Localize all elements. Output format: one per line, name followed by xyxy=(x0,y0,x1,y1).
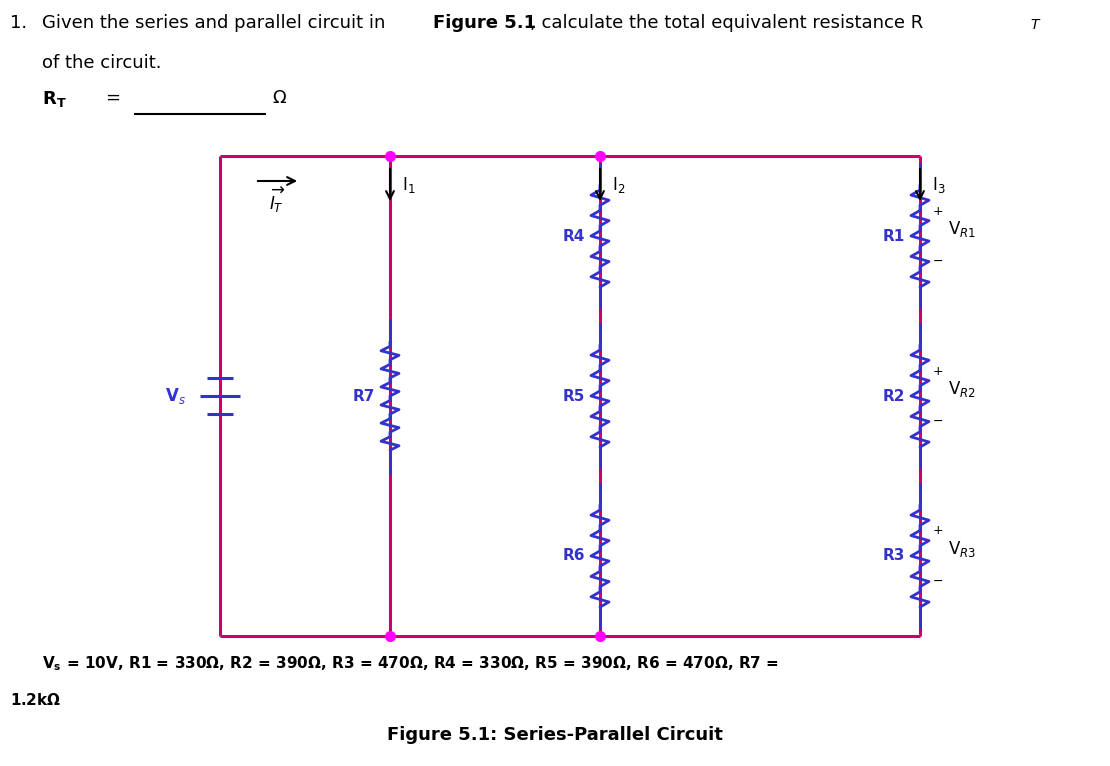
Text: V$_{R2}$: V$_{R2}$ xyxy=(948,379,976,399)
Text: R4: R4 xyxy=(563,228,585,244)
Text: R6: R6 xyxy=(563,548,585,564)
Text: +: + xyxy=(934,365,944,378)
Text: $\overrightarrow{I_{T}}$: $\overrightarrow{I_{T}}$ xyxy=(270,186,285,215)
Text: I$_{1}$: I$_{1}$ xyxy=(402,175,415,195)
Text: +: + xyxy=(934,525,944,538)
Text: Given the series and parallel circuit in: Given the series and parallel circuit in xyxy=(42,14,391,32)
Text: $\Omega$: $\Omega$ xyxy=(272,89,287,107)
Text: T: T xyxy=(1030,18,1039,32)
Text: =: = xyxy=(105,89,120,107)
Text: R3: R3 xyxy=(882,548,905,564)
Text: −: − xyxy=(934,574,944,588)
Text: 1.2k$\mathbf{\Omega}$: 1.2k$\mathbf{\Omega}$ xyxy=(10,692,61,708)
Text: 1.: 1. xyxy=(10,14,27,32)
Text: , calculate the total equivalent resistance R: , calculate the total equivalent resista… xyxy=(529,14,924,32)
Text: V$_{R1}$: V$_{R1}$ xyxy=(948,219,976,239)
Text: I$_{3}$: I$_{3}$ xyxy=(932,175,946,195)
Text: +: + xyxy=(934,205,944,218)
Text: R5: R5 xyxy=(563,388,585,404)
Text: R1: R1 xyxy=(882,228,905,244)
Text: −: − xyxy=(934,254,944,267)
Text: Figure 5.1: Series-Parallel Circuit: Figure 5.1: Series-Parallel Circuit xyxy=(387,726,723,744)
Text: I$_{2}$: I$_{2}$ xyxy=(612,175,625,195)
Text: $\mathbf{R_T}$: $\mathbf{R_T}$ xyxy=(42,89,67,109)
Text: −: − xyxy=(934,414,944,427)
Text: V$_{R3}$: V$_{R3}$ xyxy=(948,539,976,559)
Text: Figure 5.1: Figure 5.1 xyxy=(433,14,536,32)
Text: V$_s$: V$_s$ xyxy=(164,386,185,406)
Text: $\mathbf{V_s}$ = 10V, R1 = 330$\mathbf{\Omega}$, R2 = 390$\mathbf{\Omega}$, R3 =: $\mathbf{V_s}$ = 10V, R1 = 330$\mathbf{\… xyxy=(42,654,779,673)
Text: R2: R2 xyxy=(882,388,905,404)
Text: of the circuit.: of the circuit. xyxy=(42,54,161,72)
Text: R7: R7 xyxy=(353,388,375,404)
